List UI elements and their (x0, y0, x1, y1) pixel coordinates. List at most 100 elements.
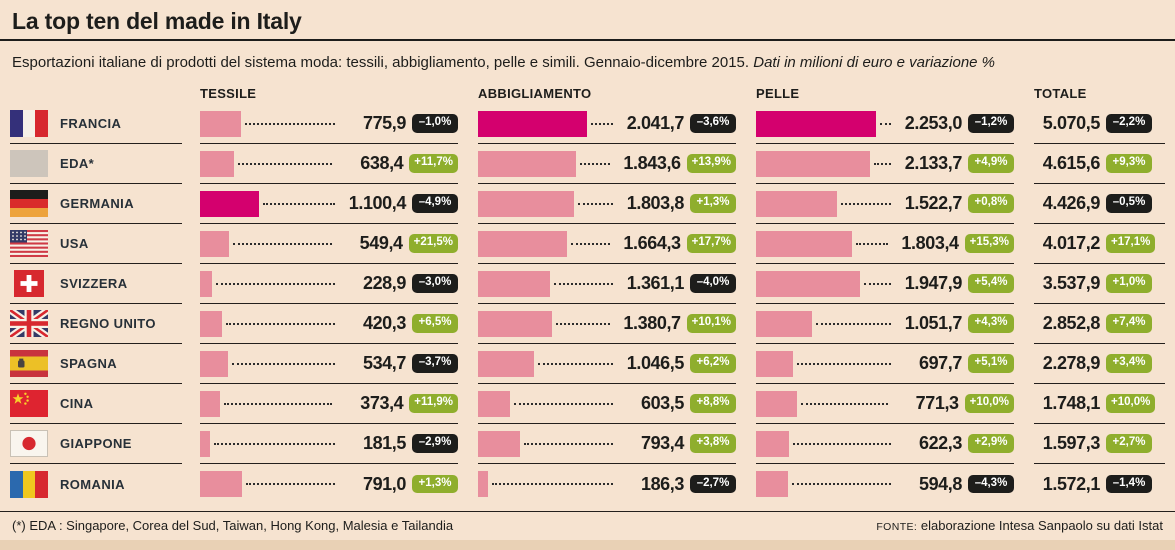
country-cell: USA (10, 224, 182, 265)
flag-ro-icon (10, 470, 48, 498)
totale-value: 4.615,6 (1042, 153, 1101, 174)
change-badge: +4,3% (968, 314, 1014, 333)
totale-change-badge: +7,4% (1106, 314, 1152, 333)
header-tessile: TESSILE (200, 85, 257, 101)
value-label: 549,4 (359, 233, 403, 254)
leader-dots (554, 282, 613, 285)
change-badge: –2,7% (690, 474, 736, 494)
flag-cn-icon (10, 390, 48, 418)
change-badge: +6,5% (412, 314, 458, 333)
bottom-strip (0, 540, 1175, 550)
value-label: 1.522,7 (904, 193, 963, 214)
pelle-cell: 2.253,0 –1,2% (756, 104, 1014, 145)
leader-dots (246, 483, 335, 486)
country-cell: FRANCIA (10, 104, 182, 145)
abbigliamento-cell: 793,4 +3,8% (478, 424, 736, 465)
change-badge: +5,4% (968, 274, 1014, 293)
totale-value: 4.017,2 (1042, 233, 1101, 254)
value-bar (756, 350, 793, 377)
change-badge: +2,9% (968, 434, 1014, 453)
tessile-cell: 638,4 +11,7% (200, 144, 458, 185)
value-bar (478, 150, 576, 177)
change-badge: –2,9% (412, 434, 458, 453)
value-label: 1.803,4 (901, 233, 959, 254)
flag-fr-icon (10, 110, 48, 138)
change-badge: +11,9% (409, 394, 458, 413)
change-badge: +3,8% (690, 434, 736, 453)
change-badge: +6,2% (690, 354, 736, 373)
data-table: TESSILE ABBIGLIAMENTO PELLE TOTALE FRANC… (0, 82, 1175, 504)
value-bar (200, 150, 234, 177)
table-row: FRANCIA 775,9 –1,0% 2.041,7 –3,6% 2.253,0 –1,2… (10, 104, 1165, 145)
country-cell: CINA (10, 384, 182, 425)
totale-change-badge: +2,7% (1106, 434, 1152, 453)
leader-dots (856, 242, 888, 245)
flag-jp-icon (10, 430, 48, 458)
title-rule (0, 39, 1175, 42)
totale-change-badge: +9,3% (1106, 154, 1152, 173)
abbigliamento-cell: 1.803,8 +1,3% (478, 184, 736, 225)
value-bar (200, 310, 222, 337)
totale-cell: 5.070,5 –2,2% (1034, 104, 1165, 145)
value-bar (200, 270, 212, 297)
value-label: 603,5 (640, 393, 684, 414)
totale-cell: 2.278,9 +3,4% (1034, 344, 1165, 385)
value-label: 638,4 (360, 153, 404, 174)
value-label: 1.843,6 (623, 153, 681, 174)
value-bar (478, 471, 488, 498)
country-label: SPAGNA (60, 356, 118, 372)
leader-dots (864, 282, 891, 285)
footnote: (*) EDA : Singapore, Corea del Sud, Taiw… (12, 518, 454, 534)
value-label: 1.803,8 (626, 193, 685, 214)
value-label: 1.664,3 (623, 233, 681, 254)
value-bar (478, 110, 587, 137)
value-bar (478, 270, 550, 297)
table-row: EDA* 638,4 +11,7% 1.843,6 +13,9% 2.133,7 +4,9%… (10, 144, 1165, 185)
table-row: REGNO UNITO 420,3 +6,5% 1.380,7 +10,1% 1.051,… (10, 304, 1165, 345)
country-cell: ROMANIA (10, 464, 182, 504)
totale-cell: 1.597,3 +2,7% (1034, 424, 1165, 465)
value-label: 420,3 (362, 313, 406, 334)
value-label: 697,7 (918, 353, 962, 374)
value-label: 373,4 (360, 393, 404, 414)
value-label: 186,3 (640, 473, 684, 494)
value-bar (478, 230, 567, 257)
value-bar (756, 230, 852, 257)
header-spacer (10, 82, 182, 104)
tessile-cell: 549,4 +21,5% (200, 224, 458, 265)
change-badge: +1,3% (412, 474, 458, 494)
country-cell: REGNO UNITO (10, 304, 182, 345)
table-body: FRANCIA 775,9 –1,0% 2.041,7 –3,6% 2.253,0 –1,2… (10, 104, 1165, 504)
change-badge: +1,3% (690, 194, 736, 213)
leader-dots (216, 282, 335, 285)
change-badge: –1,0% (412, 114, 458, 133)
leader-dots (571, 242, 610, 245)
totale-value: 1.572,1 (1042, 473, 1101, 494)
abbigliamento-cell: 1.380,7 +10,1% (478, 304, 736, 345)
footer: (*) EDA : Singapore, Corea del Sud, Taiw… (0, 512, 1175, 533)
header-abbigliamento: ABBIGLIAMENTO (478, 85, 592, 101)
leader-dots (591, 122, 613, 125)
totale-cell: 1.572,1 –1,4% (1034, 464, 1165, 504)
country-label: CINA (60, 396, 94, 412)
country-cell: SVIZZERA (10, 264, 182, 305)
value-bar (200, 110, 241, 137)
totale-cell: 3.537,9 +1,0% (1034, 264, 1165, 305)
tessile-cell: 534,7 –3,7% (200, 344, 458, 385)
leader-dots (578, 202, 613, 205)
value-bar (200, 390, 220, 417)
table-row: SPAGNA 534,7 –3,7% 1.046,5 +6,2% 697,7 +5,1% 2.… (10, 344, 1165, 385)
tessile-cell: 1.100,4 –4,9% (200, 184, 458, 225)
pelle-cell: 1.947,9 +5,4% (756, 264, 1014, 305)
value-bar (478, 390, 510, 417)
pelle-cell: 622,3 +2,9% (756, 424, 1014, 465)
leader-dots (245, 122, 335, 125)
totale-cell: 1.748,1 +10,0% (1034, 384, 1165, 425)
change-badge: +13,9% (686, 154, 736, 173)
value-bar (756, 430, 789, 457)
country-label: SVIZZERA (60, 276, 128, 292)
flag-de-icon (10, 190, 48, 218)
pelle-cell: 594,8 –4,3% (756, 464, 1014, 504)
value-bar (756, 110, 876, 137)
flag-us-icon (10, 230, 48, 258)
